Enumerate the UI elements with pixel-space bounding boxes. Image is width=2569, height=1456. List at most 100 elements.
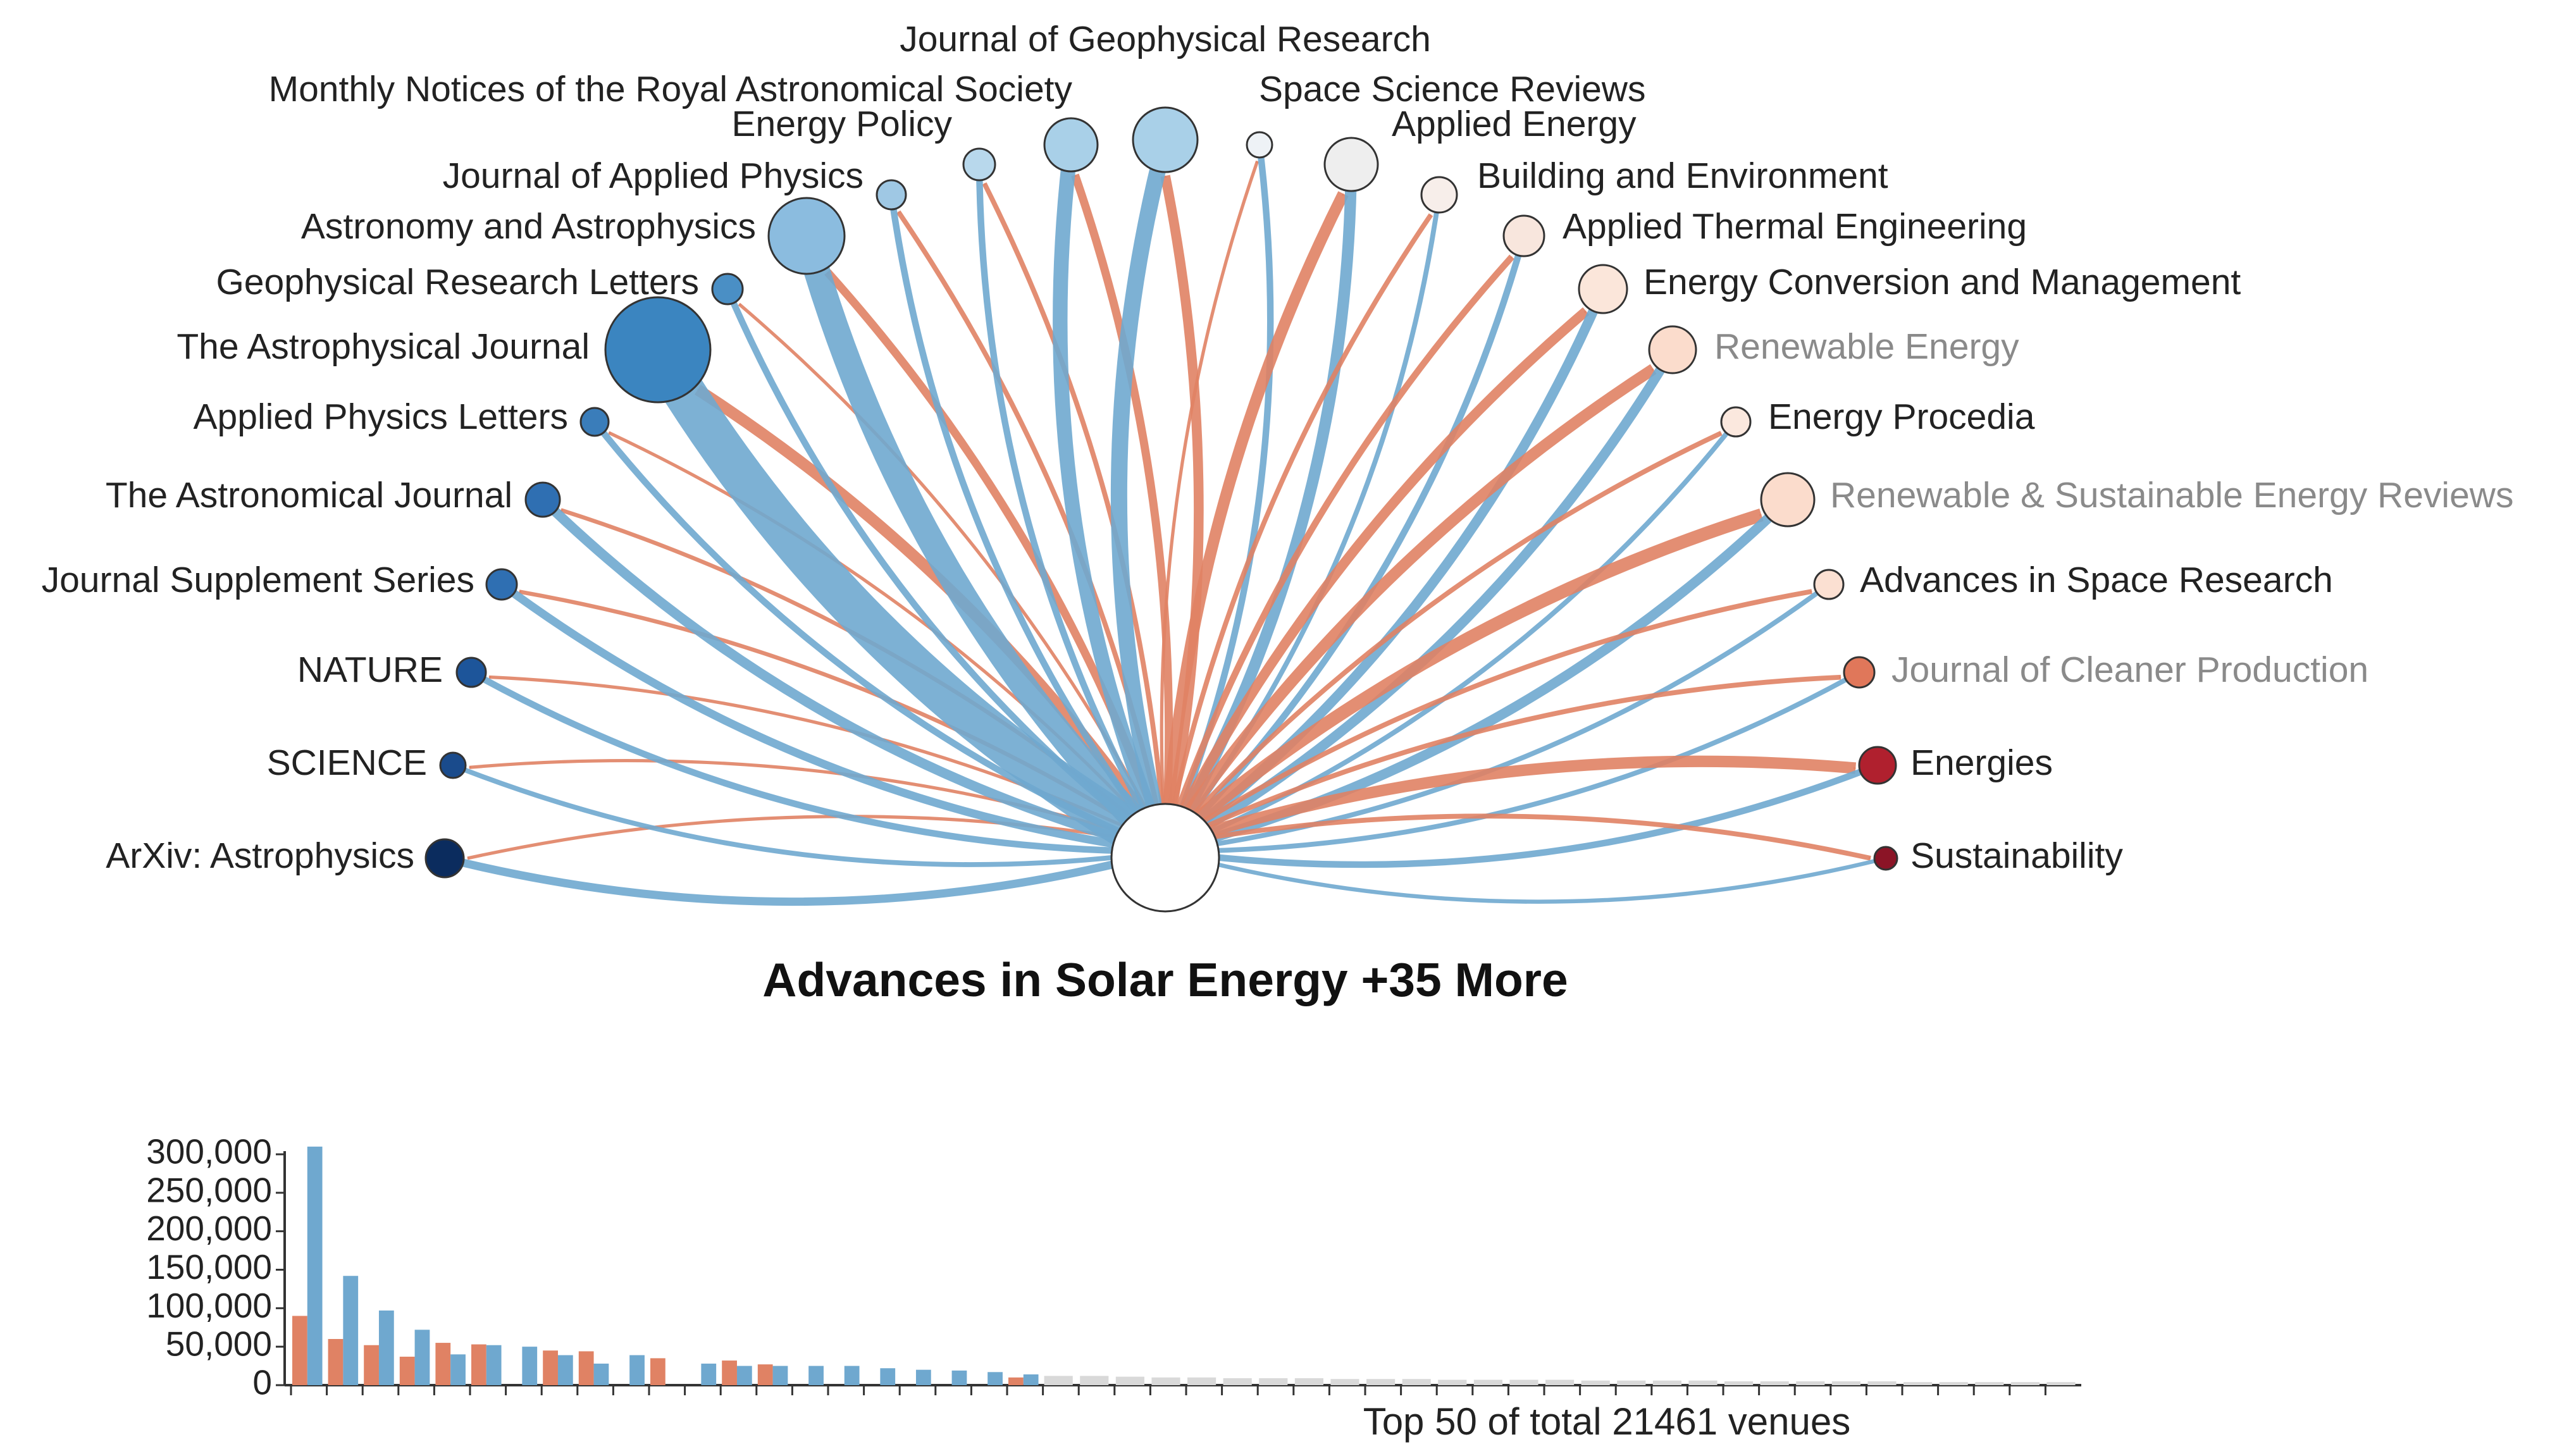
venue-node-journal-supplement-series[interactable]: [485, 568, 518, 601]
edge-from-monthly-notices-of-the-royal-astronomical-society[interactable]: [1053, 144, 1172, 854]
venue-label-energy-conversion-and-management[interactable]: Energy Conversion and Management: [1644, 262, 2241, 302]
venue-label-geophysical-research-letters[interactable]: Geophysical Research Letters: [216, 262, 699, 302]
venue-node-nature[interactable]: [455, 657, 487, 688]
bar-citing[interactable]: [844, 1366, 860, 1385]
edge-from-arxiv-astrophysics[interactable]: [443, 847, 1167, 906]
venue-label-sustainability[interactable]: Sustainability: [1910, 836, 2123, 876]
edge-to-energy-conversion-and-management[interactable]: [1161, 307, 1590, 848]
edge-from-the-astronomical-journal[interactable]: [539, 496, 1167, 856]
bar-other[interactable]: [1904, 1382, 1933, 1385]
bar-other[interactable]: [1545, 1379, 1575, 1385]
bar-other[interactable]: [1939, 1382, 1968, 1385]
venue-label-applied-thermal-engineering[interactable]: Applied Thermal Engineering: [1563, 206, 2027, 247]
venue-label-advances-in-space-research[interactable]: Advances in Space Research: [1860, 560, 2333, 600]
edge-to-applied-thermal-engineering[interactable]: [1162, 254, 1514, 846]
edge-from-sustainability[interactable]: [1165, 849, 1886, 904]
edge-to-journal-of-geophysical-research[interactable]: [1160, 175, 1204, 846]
bar-cited-by[interactable]: [578, 1351, 594, 1385]
bar-citing[interactable]: [307, 1146, 323, 1385]
bar-other[interactable]: [1366, 1379, 1396, 1385]
venue-node-science[interactable]: [439, 751, 467, 779]
venue-node-building-and-environment[interactable]: [1420, 176, 1458, 214]
venue-label-space-science-reviews[interactable]: Space Science Reviews: [1259, 69, 1645, 109]
venue-node-applied-physics-letters[interactable]: [579, 407, 610, 437]
bar-other[interactable]: [1796, 1381, 1825, 1385]
bar-other[interactable]: [1975, 1382, 2004, 1385]
venue-node-sustainability[interactable]: [1873, 846, 1898, 871]
bar-other[interactable]: [1402, 1379, 1431, 1385]
venue-label-energies[interactable]: Energies: [1910, 743, 2053, 783]
bar-citing[interactable]: [343, 1276, 359, 1385]
edge-from-energy-policy[interactable]: [975, 164, 1168, 853]
bar-other[interactable]: [2010, 1382, 2040, 1385]
bar-citing[interactable]: [808, 1366, 824, 1385]
edge-to-applied-energy[interactable]: [1159, 191, 1349, 846]
venue-label-journal-of-cleaner-production[interactable]: Journal of Cleaner Production: [1891, 650, 2368, 690]
venue-label-nature[interactable]: NATURE: [297, 650, 443, 690]
venue-node-monthly-notices-of-the-royal-astronomical-society[interactable]: [1043, 117, 1099, 173]
venue-label-renewable-sustainable-energy-reviews[interactable]: Renewable & Sustainable Energy Reviews: [1830, 475, 2513, 515]
venue-label-journal-of-applied-physics[interactable]: Journal of Applied Physics: [443, 156, 864, 196]
bar-citing[interactable]: [486, 1345, 502, 1385]
bar-citing[interactable]: [414, 1330, 430, 1385]
edge-to-energy-procedia[interactable]: [1163, 431, 1723, 847]
bar-other[interactable]: [1294, 1378, 1323, 1385]
bar-other[interactable]: [1617, 1380, 1646, 1385]
venue-label-arxiv-astrophysics[interactable]: ArXiv: Astrophysics: [106, 836, 414, 876]
bar-other[interactable]: [1151, 1377, 1180, 1385]
bar-other[interactable]: [1509, 1379, 1538, 1385]
venue-label-journal-of-geophysical-research[interactable]: Journal of Geophysical Research: [900, 19, 1431, 59]
bar-other[interactable]: [1688, 1380, 1718, 1385]
venue-label-journal-supplement-series[interactable]: Journal Supplement Series: [42, 560, 474, 600]
center-venue-node[interactable]: [1110, 803, 1220, 913]
bar-other[interactable]: [1867, 1381, 1897, 1385]
bar-citing[interactable]: [450, 1354, 466, 1385]
bar-cited-by[interactable]: [1008, 1377, 1024, 1385]
bar-cited-by[interactable]: [292, 1316, 307, 1386]
venue-node-energy-conversion-and-management[interactable]: [1578, 264, 1628, 314]
bar-cited-by[interactable]: [471, 1344, 486, 1385]
bar-other[interactable]: [1223, 1378, 1252, 1385]
bar-citing[interactable]: [951, 1370, 967, 1385]
edge-from-nature[interactable]: [469, 669, 1166, 855]
bar-citing[interactable]: [378, 1310, 394, 1385]
bar-cited-by[interactable]: [650, 1358, 665, 1385]
edge-from-energies[interactable]: [1165, 762, 1879, 868]
edge-from-advances-in-space-research[interactable]: [1165, 582, 1831, 854]
bar-other[interactable]: [1330, 1379, 1359, 1385]
venue-node-energy-policy[interactable]: [962, 147, 996, 182]
venue-label-applied-energy[interactable]: Applied Energy: [1392, 104, 1637, 144]
edge-to-advances-in-space-research[interactable]: [1163, 589, 1812, 848]
venue-node-renewable-sustainable-energy-reviews[interactable]: [1760, 472, 1816, 527]
bar-cited-by[interactable]: [543, 1350, 558, 1385]
edge-from-energy-procedia[interactable]: [1164, 420, 1738, 854]
edge-to-sustainability[interactable]: [1165, 813, 1871, 861]
edge-from-journal-supplement-series[interactable]: [499, 581, 1166, 856]
edge-from-journal-of-cleaner-production[interactable]: [1165, 670, 1860, 854]
edge-to-renewable-energy[interactable]: [1160, 364, 1657, 849]
venue-label-monthly-notices-of-the-royal-astronomical-society[interactable]: Monthly Notices of the Royal Astronomica…: [269, 69, 1073, 109]
edge-to-monthly-notices-of-the-royal-astronomical-society[interactable]: [1071, 173, 1173, 846]
venue-node-space-science-reviews[interactable]: [1246, 131, 1273, 159]
venue-node-journal-of-cleaner-production[interactable]: [1843, 656, 1876, 689]
bar-other[interactable]: [1044, 1376, 1073, 1385]
edge-from-the-astrophysical-journal[interactable]: [639, 338, 1176, 870]
bar-cited-by[interactable]: [364, 1345, 379, 1385]
edge-from-astronomy-and-astrophysics[interactable]: [793, 232, 1175, 861]
bar-citing[interactable]: [880, 1368, 896, 1385]
venue-node-astronomy-and-astrophysics[interactable]: [767, 197, 846, 275]
bar-cited-by[interactable]: [399, 1356, 415, 1385]
venue-label-energy-policy[interactable]: Energy Policy: [732, 104, 953, 144]
venue-node-energy-procedia[interactable]: [1720, 406, 1752, 438]
venue-label-applied-physics-letters[interactable]: Applied Physics Letters: [194, 397, 568, 437]
venue-node-journal-of-geophysical-research[interactable]: [1132, 106, 1199, 173]
bar-other[interactable]: [1473, 1379, 1502, 1385]
bar-citing[interactable]: [1023, 1374, 1039, 1385]
venue-label-the-astrophysical-journal[interactable]: The Astrophysical Journal: [176, 326, 590, 367]
bar-other[interactable]: [1652, 1380, 1681, 1385]
bar-other[interactable]: [1080, 1376, 1109, 1385]
venue-label-building-and-environment[interactable]: Building and Environment: [1477, 156, 1888, 196]
bar-cited-by[interactable]: [722, 1360, 737, 1385]
bar-other[interactable]: [1438, 1379, 1467, 1385]
venue-node-applied-energy[interactable]: [1323, 137, 1379, 192]
